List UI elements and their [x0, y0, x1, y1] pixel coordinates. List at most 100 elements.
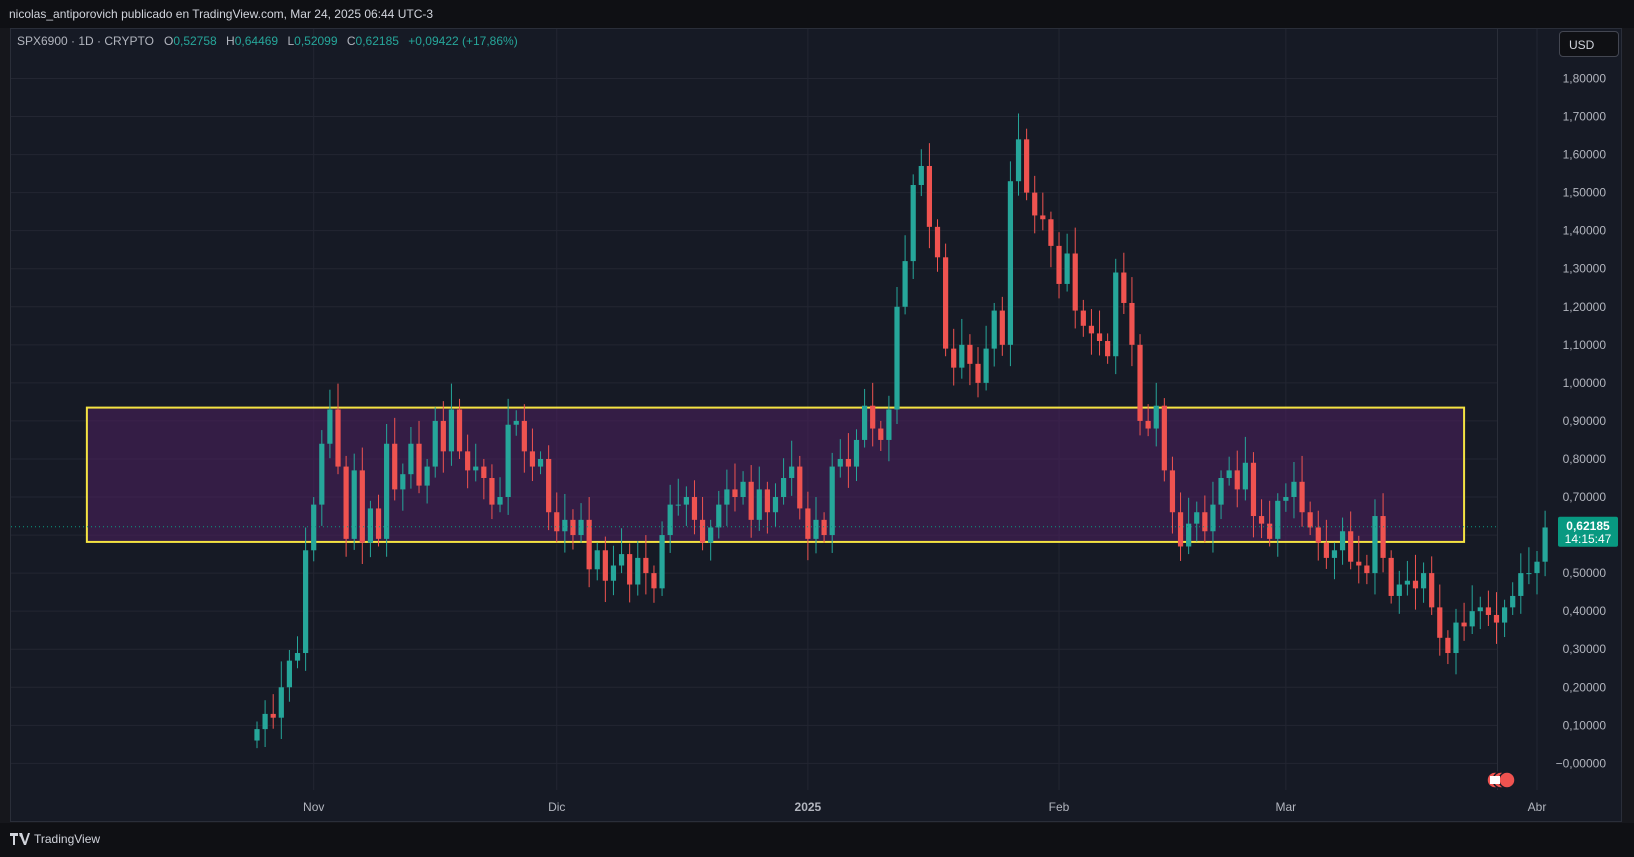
candle-body [1404, 580, 1410, 585]
candle-body [1210, 504, 1216, 532]
candle-body [270, 713, 276, 718]
tradingview-logo-icon [10, 833, 30, 845]
candle-body [335, 409, 341, 467]
candle-body [1194, 512, 1200, 524]
y-tick-label: 1,40000 [1563, 224, 1607, 238]
candle-body [602, 550, 608, 581]
candle-body [1056, 245, 1062, 284]
candle-body [1315, 527, 1321, 543]
candle-body [1064, 253, 1070, 284]
candle-body [497, 497, 503, 505]
candle-body [1485, 607, 1491, 615]
candle-body [1007, 181, 1014, 345]
candle-body [886, 409, 892, 440]
candle-body [1323, 542, 1329, 558]
candle-body [1534, 561, 1540, 574]
candle-body [959, 344, 965, 368]
open-value: 0,52758 [173, 34, 217, 48]
candle-body [1453, 622, 1459, 654]
y-tick-label: 0,70000 [1563, 490, 1607, 504]
candle-body [1040, 215, 1046, 220]
candle-body [311, 504, 317, 551]
candle-body [1477, 607, 1483, 612]
candle-body [1096, 333, 1103, 342]
candle-body [1242, 462, 1248, 490]
candle-body [1105, 341, 1111, 357]
candle-body [319, 443, 325, 505]
low-value: 0,52099 [294, 34, 338, 48]
y-tick-label: 1,30000 [1563, 262, 1607, 276]
candle-body [845, 458, 851, 467]
candle-body [327, 409, 333, 444]
candle-body [1072, 253, 1078, 311]
candle-body [1356, 561, 1362, 566]
y-tick-label: 0,10000 [1563, 718, 1607, 732]
candle-body [1372, 516, 1378, 574]
candle-body [837, 458, 843, 467]
candle-body [789, 466, 795, 478]
candle-body [1169, 470, 1176, 513]
candle-body [1088, 325, 1095, 334]
brand-label: TradingView [34, 832, 101, 846]
candle-body [1267, 523, 1273, 539]
candle-body [1129, 302, 1135, 345]
x-tick-label: Feb [1049, 800, 1070, 814]
candle-body [1113, 272, 1119, 357]
candle-body [764, 489, 770, 513]
candle-body [505, 424, 511, 498]
candle-body [375, 508, 382, 539]
y-tick-label: 1,50000 [1563, 186, 1607, 200]
candle-body [635, 557, 641, 585]
candle-body [861, 405, 868, 440]
candle-body [902, 261, 908, 307]
candle-body [683, 497, 689, 505]
candle-body [967, 344, 973, 364]
currency-selector[interactable]: USD [1559, 31, 1619, 57]
candle-body [1364, 565, 1370, 574]
candle-body [724, 489, 730, 505]
candle-body [408, 443, 414, 475]
candle-body [934, 226, 941, 258]
candle-body [716, 504, 722, 528]
candle-body [991, 310, 997, 349]
candle-body [1015, 139, 1022, 182]
y-tick-label: 0,40000 [1563, 604, 1607, 618]
x-tick-label: Mar [1276, 800, 1297, 814]
candle-body [416, 443, 422, 486]
countdown-label: 14:15:47 [1565, 532, 1612, 546]
candle-body [1048, 219, 1054, 246]
change-value: +0,09422 (+17,86%) [408, 34, 518, 48]
candle-body [1348, 531, 1354, 562]
candle-body [999, 310, 1005, 345]
candle-body [805, 508, 811, 539]
candle-body [1518, 573, 1524, 596]
candle-body [829, 466, 835, 536]
candle-body [1396, 584, 1402, 596]
y-tick-label: −0,00000 [1556, 756, 1607, 770]
candle-body [367, 508, 374, 543]
candle-body [392, 443, 398, 490]
candle-body [1331, 550, 1338, 558]
candle-body [432, 420, 438, 467]
candle-body [627, 554, 633, 585]
candle-body [610, 565, 617, 581]
candle-body [1437, 607, 1443, 638]
candle-body [618, 554, 625, 566]
symbol-label[interactable]: SPX6900 · 1D · CRYPTO [17, 34, 154, 48]
candle-body [1510, 595, 1516, 608]
candle-body [675, 504, 681, 506]
candle-body [286, 660, 293, 688]
candle-body [1145, 420, 1151, 429]
candle-body [780, 477, 787, 498]
candle-body [732, 489, 738, 498]
candle-body [1032, 192, 1038, 216]
x-tick-label: Nov [303, 800, 324, 814]
brand[interactable]: TradingView [10, 832, 100, 846]
candle-body [529, 451, 536, 467]
candle-body [894, 306, 900, 410]
candle-body [1388, 557, 1394, 596]
candle-body [756, 489, 762, 520]
candle-body [1186, 523, 1192, 547]
candle-body [1153, 405, 1159, 429]
